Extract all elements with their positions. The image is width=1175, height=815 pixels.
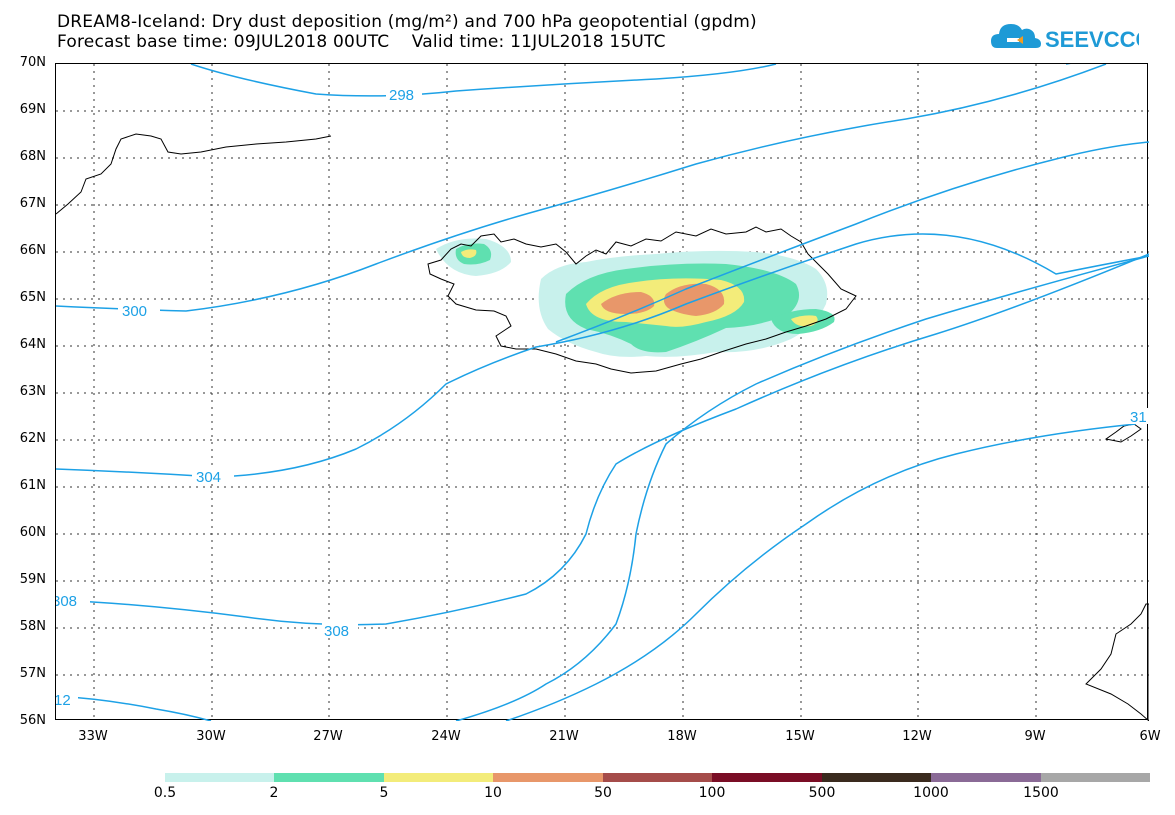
- dust-level-5-b: [791, 315, 818, 327]
- lon-label: 9W: [1024, 729, 1046, 744]
- contour-312: [56, 695, 212, 721]
- colorbar-tick: 1500: [1023, 785, 1059, 801]
- lat-label: 62N: [19, 431, 46, 446]
- coastlines: [56, 133, 1149, 721]
- contour-308: [56, 253, 1149, 626]
- colorbar-tick: 10: [484, 785, 502, 801]
- contour-label: 308: [324, 623, 349, 640]
- colorbar-swatch: [822, 773, 931, 782]
- faroe-coast: [1104, 423, 1142, 443]
- lon-label: 18W: [667, 729, 697, 744]
- colorbar-tick: 2: [269, 785, 279, 801]
- map-panel: 298 300 304 308 308 12 31: [55, 63, 1149, 721]
- lat-label: 65N: [19, 290, 46, 305]
- colorbar-swatch: [384, 773, 493, 782]
- lat-label: 57N: [19, 666, 46, 681]
- contour-label: 12: [56, 692, 71, 709]
- grid-lines: [56, 64, 1149, 721]
- colorbar-tick: 50: [594, 785, 612, 801]
- colorbar-tick: 5: [379, 785, 389, 801]
- contour-306: [455, 255, 1149, 721]
- seevccc-logo: SEEVCCC: [991, 24, 1139, 52]
- lon-label: 24W: [431, 729, 461, 744]
- geopotential-contours: [56, 64, 1149, 721]
- lon-label: 27W: [313, 729, 343, 744]
- cloud-logo-icon: [991, 24, 1041, 48]
- lon-label: 15W: [785, 729, 815, 744]
- lon-label: 21W: [549, 729, 579, 744]
- colorbar-swatch: [274, 773, 384, 782]
- lat-label: 60N: [19, 525, 46, 540]
- contour-label: 300: [122, 303, 147, 320]
- contour-310: [505, 423, 1137, 721]
- colorbar-tick: 100: [698, 785, 726, 801]
- colorbar-swatch: [165, 773, 274, 782]
- colorbar-swatch: [931, 773, 1041, 782]
- lat-label: 68N: [19, 149, 46, 164]
- greenland-coast: [56, 133, 332, 215]
- colorbar-swatch: [712, 773, 822, 782]
- contour-label: 304: [196, 469, 221, 486]
- lat-label: 67N: [19, 196, 46, 211]
- colorbar-tick: 500: [808, 785, 836, 801]
- lon-label: 12W: [902, 729, 932, 744]
- lat-label: 59N: [19, 572, 46, 587]
- colorbar: [165, 773, 1150, 782]
- lon-label: 33W: [78, 729, 108, 744]
- colorbar-tick: 1000: [913, 785, 949, 801]
- contour-300: [56, 64, 1107, 312]
- contour-label: 308: [56, 593, 77, 610]
- lon-label: 6W: [1139, 729, 1161, 744]
- contour-304: [56, 233, 1149, 478]
- lat-label: 66N: [19, 243, 46, 258]
- lat-label: 56N: [19, 713, 46, 728]
- lat-label: 64N: [19, 337, 46, 352]
- scotland-coast: [1085, 603, 1149, 721]
- colorbar-swatch: [1041, 773, 1150, 782]
- colorbar-tick: 0.5: [153, 785, 177, 801]
- lat-label: 61N: [19, 478, 46, 493]
- contour-302: [555, 141, 1149, 343]
- map-subtitle: Forecast base time: 09JUL2018 00UTC Vali…: [57, 32, 666, 52]
- logo-text: SEEVCCC: [1045, 27, 1139, 52]
- contour-298: [190, 64, 777, 97]
- contour-label: 31: [1130, 409, 1147, 426]
- lat-label: 70N: [19, 55, 46, 70]
- contour-label: 298: [389, 87, 414, 104]
- colorbar-swatch: [603, 773, 712, 782]
- map-title: DREAM8-Iceland: Dry dust deposition (mg/…: [57, 12, 757, 32]
- colorbar-swatch: [493, 773, 603, 782]
- lat-label: 63N: [19, 384, 46, 399]
- lat-label: 69N: [19, 102, 46, 117]
- lat-label: 58N: [19, 619, 46, 634]
- dust-level-5-c: [461, 249, 477, 258]
- iceland-coast: [427, 226, 857, 374]
- map-canvas: 298 300 304 308 308 12 31: [56, 64, 1149, 721]
- lon-label: 30W: [196, 729, 226, 744]
- dust-deposition-field: [436, 238, 835, 357]
- contour-labels: 298 300 304 308 308 12 31: [56, 86, 1149, 709]
